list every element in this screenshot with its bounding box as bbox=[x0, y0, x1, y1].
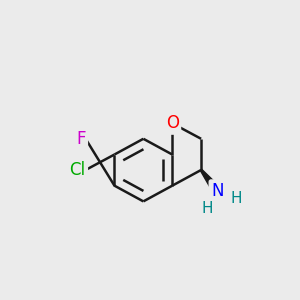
Text: H: H bbox=[230, 191, 242, 206]
Polygon shape bbox=[200, 169, 221, 194]
Text: N: N bbox=[211, 182, 224, 200]
Text: H: H bbox=[201, 201, 213, 216]
Text: Cl: Cl bbox=[70, 161, 86, 179]
Text: O: O bbox=[166, 114, 179, 132]
Text: F: F bbox=[76, 130, 86, 148]
